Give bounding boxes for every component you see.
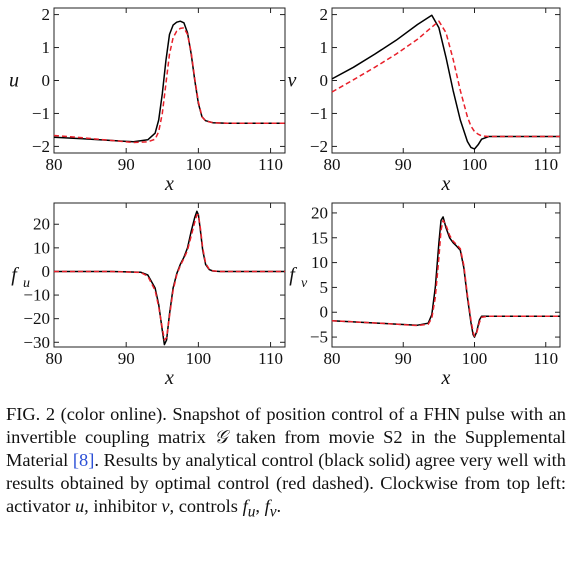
series-line-black-solid: [53, 20, 285, 143]
caption-body-5: , controls: [169, 496, 238, 516]
y-tick-label: −30: [23, 333, 50, 352]
x-axis-label: x: [164, 173, 174, 195]
plot-frame: [331, 7, 561, 154]
caption-symbol-fv-base: f: [264, 496, 270, 516]
x-tick-label: 110: [533, 155, 558, 174]
y-axis-label-subscript: v: [301, 276, 308, 291]
y-tick-label: 1: [42, 38, 51, 57]
caption-body-2: taken from movie S2 in the Supplemental …: [6, 427, 566, 470]
panel-4: 80 90 100 110 −5 0 5 10 15 20 x f v: [289, 202, 561, 389]
y-tick-label: −5: [310, 328, 328, 347]
x-tick-label: 90: [118, 349, 135, 368]
x-tick-label: 90: [395, 349, 412, 368]
x-tick-label: 100: [186, 155, 212, 174]
caption-symbol-fu-base: f: [242, 496, 248, 516]
x-axis-label: x: [164, 367, 174, 389]
x-tick-label: 110: [533, 349, 558, 368]
y-tick-label: 0: [320, 71, 329, 90]
y-tick-label: 0: [42, 262, 51, 281]
y-tick-label: 20: [311, 203, 328, 222]
caption-symbol-fu-sub: u: [247, 503, 256, 521]
panel-2: 80 90 100 110 −2 −1 0 1 2 x v: [288, 5, 561, 195]
caption-symbol-fv-sub: v: [269, 503, 277, 521]
plot-frame: [53, 202, 286, 348]
caption-body-4: inhibitor: [93, 496, 157, 516]
y-tick-label: 15: [311, 228, 328, 247]
caption-symbol-v: v: [161, 496, 170, 516]
y-axis-label: v: [288, 70, 297, 92]
caption-comma-2: ,: [255, 496, 260, 516]
y-tick-label: 0: [320, 303, 329, 322]
y-axis-label: f: [289, 264, 297, 286]
series-line-red-dashed: [54, 214, 285, 341]
x-tick-label: 100: [462, 349, 488, 368]
x-tick-label: 80: [324, 155, 341, 174]
caption-matrix-symbol: 𝒢: [214, 427, 228, 447]
series-line-red-dashed: [331, 219, 560, 337]
y-tick-label: 2: [42, 5, 51, 24]
caption-symbol-fv: fv: [264, 496, 277, 521]
y-tick-label: −1: [32, 104, 50, 123]
x-tick-label: 80: [46, 349, 63, 368]
series-line-black-solid: [54, 210, 285, 346]
y-tick-label: 10: [33, 238, 50, 257]
plot-frame: [331, 202, 561, 348]
x-axis-label: x: [441, 367, 451, 389]
y-tick-label: −2: [310, 137, 328, 156]
caption-body-1: Snapshot of position control of a FHN pu…: [6, 404, 566, 447]
x-tick-label: 80: [324, 349, 341, 368]
x-axis-label: x: [441, 173, 451, 195]
series-line-black-solid: [331, 216, 560, 338]
series-line-red-dashed: [331, 20, 560, 138]
series-line-red-dashed: [53, 27, 285, 144]
y-tick-label: 10: [311, 253, 328, 272]
y-tick-label: 5: [320, 278, 329, 297]
y-tick-label: 1: [320, 38, 329, 57]
y-axis-label: u: [9, 70, 19, 92]
x-tick-label: 90: [118, 155, 135, 174]
y-tick-label: 0: [42, 71, 51, 90]
x-tick-label: 110: [258, 349, 283, 368]
y-tick-label: 20: [33, 215, 50, 234]
x-tick-label: 100: [186, 349, 212, 368]
x-tick-label: 110: [258, 155, 283, 174]
plot-frame: [53, 7, 286, 154]
caption-citation-link[interactable]: [8]: [72, 450, 95, 470]
y-tick-label: −1: [310, 104, 328, 123]
y-tick-label: 2: [320, 5, 329, 24]
caption-end: .: [276, 496, 282, 516]
y-axis-label: f: [11, 264, 19, 286]
y-tick-label: −2: [32, 137, 50, 156]
y-tick-label: −20: [23, 309, 50, 328]
x-tick-label: 90: [395, 155, 412, 174]
y-axis-label-subscript: u: [23, 276, 30, 291]
x-tick-label: 100: [462, 155, 488, 174]
panel-1: 80 90 100 110 −2 −1 0 1 2 x u: [9, 5, 286, 195]
x-tick-label: 80: [46, 155, 63, 174]
caption-symbol-u: u: [74, 496, 85, 516]
figure-caption: FIG. 2 (color online). Snapshot of posit…: [6, 403, 566, 524]
panel-3: 80 90 100 110 −30 −20 −10 0 10 20 x f u: [11, 202, 286, 389]
caption-body-3: . Results by analytical control (black s…: [6, 450, 566, 516]
caption-symbol-fu: fu: [242, 496, 256, 521]
caption-lead: FIG. 2 (color online).: [6, 404, 167, 424]
y-tick-label: −10: [23, 286, 50, 305]
caption-comma-1: ,: [84, 496, 89, 516]
